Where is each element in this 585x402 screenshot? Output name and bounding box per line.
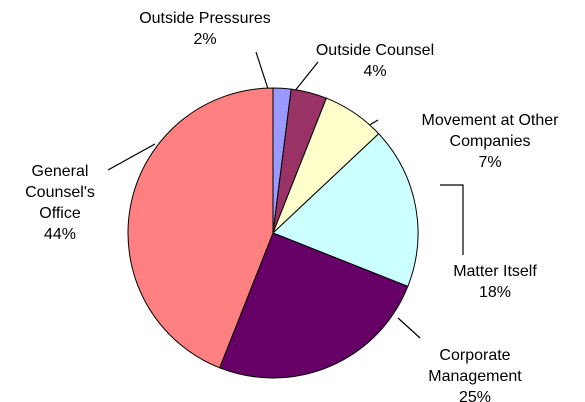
leader-line bbox=[255, 51, 270, 93]
category-label: Corporate Management bbox=[428, 347, 522, 385]
slice-label: Matter Itself 18% bbox=[420, 261, 570, 303]
value-label: 25% bbox=[458, 389, 492, 402]
value-label: 7% bbox=[478, 154, 502, 171]
category-label: General Counsel's Office bbox=[25, 163, 95, 222]
slice-label: General Counsel's Office 44% bbox=[15, 161, 105, 245]
slice-label: Movement at Other Companies 7% bbox=[408, 110, 573, 173]
leader-line bbox=[293, 61, 319, 93]
leader-line bbox=[397, 317, 421, 339]
slice-label: Corporate Management 25% bbox=[418, 345, 533, 402]
leader-line bbox=[107, 143, 156, 171]
slices bbox=[127, 87, 419, 379]
category-label: Outside Counsel bbox=[315, 42, 435, 59]
category-label: Movement at Other Companies bbox=[421, 112, 559, 150]
pie-slice bbox=[218, 232, 409, 379]
leader-line bbox=[440, 184, 464, 255]
category-label: Matter Itself bbox=[453, 263, 537, 280]
category-label: Outside Pressures bbox=[139, 10, 271, 27]
leader-lines bbox=[107, 51, 464, 339]
pie-slice bbox=[272, 133, 419, 288]
slice-label: Outside Counsel 4% bbox=[285, 40, 465, 82]
slice-label: Outside Pressures 2% bbox=[105, 8, 305, 50]
value-label: 18% bbox=[478, 284, 512, 301]
value-label: 4% bbox=[363, 63, 387, 80]
pie-slice bbox=[127, 87, 274, 369]
value-label: 2% bbox=[193, 31, 217, 48]
value-label: 44% bbox=[43, 226, 77, 243]
